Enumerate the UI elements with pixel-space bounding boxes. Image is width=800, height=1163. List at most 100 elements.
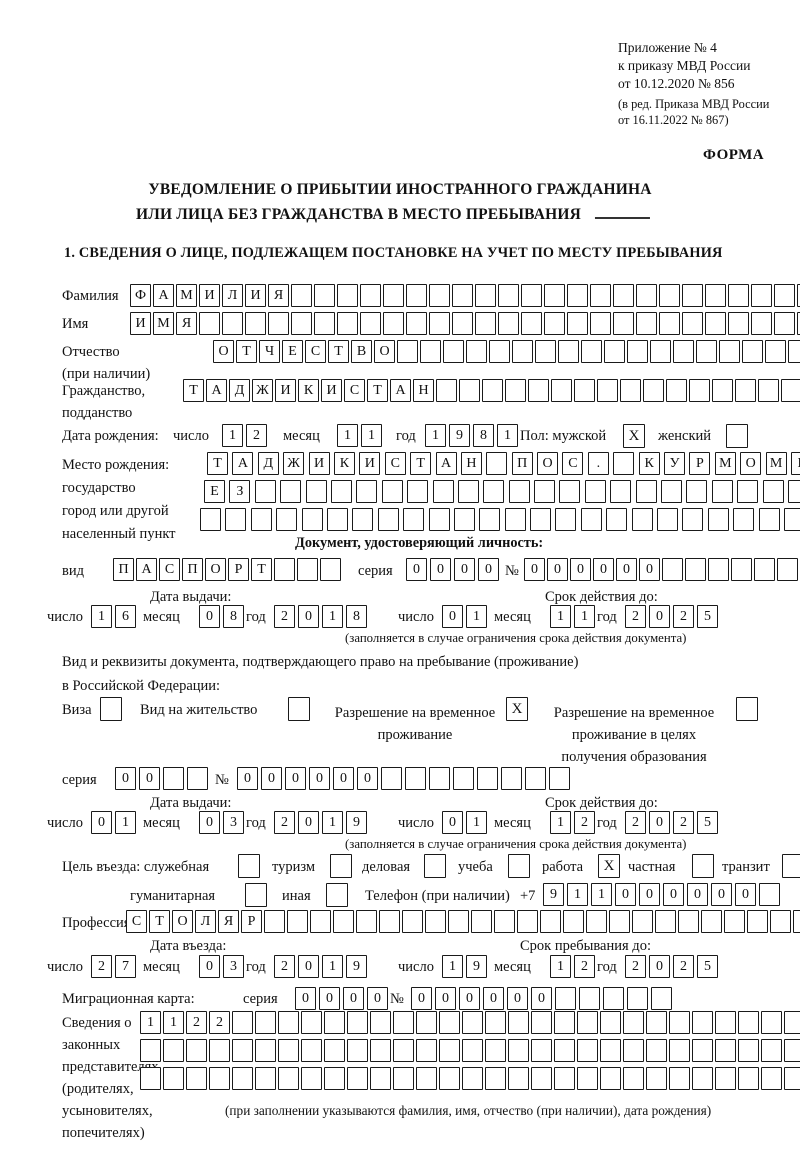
temp-residence-edu-checkbox[interactable] — [736, 697, 758, 721]
purpose-work-checkbox[interactable]: X — [598, 854, 620, 878]
char-box[interactable]: 0 — [367, 987, 388, 1010]
char-box[interactable] — [754, 558, 775, 581]
char-box[interactable] — [432, 480, 454, 503]
char-box[interactable]: 0 — [639, 558, 660, 581]
char-box[interactable]: М — [153, 312, 174, 335]
char-box[interactable] — [705, 284, 726, 307]
char-box[interactable] — [508, 1039, 529, 1062]
char-box[interactable] — [579, 987, 600, 1010]
char-box[interactable] — [554, 1039, 575, 1062]
char-box[interactable] — [600, 1067, 621, 1090]
char-box[interactable] — [504, 508, 526, 531]
char-box[interactable] — [264, 910, 285, 933]
char-box[interactable]: М — [765, 452, 787, 475]
char-box[interactable]: . — [587, 452, 609, 475]
char-box[interactable]: 0 — [91, 811, 112, 834]
char-box[interactable] — [761, 1067, 782, 1090]
char-box[interactable]: 0 — [199, 955, 220, 978]
char-box[interactable]: 5 — [697, 811, 718, 834]
sex-male-checkbox[interactable]: X — [623, 424, 645, 448]
char-box[interactable]: У — [664, 452, 686, 475]
char-box[interactable] — [471, 910, 492, 933]
char-box[interactable]: К — [333, 452, 355, 475]
char-box[interactable] — [200, 508, 221, 531]
char-box[interactable] — [659, 312, 680, 335]
char-box[interactable] — [678, 910, 699, 933]
char-box[interactable] — [163, 1067, 184, 1090]
char-box[interactable] — [301, 508, 323, 531]
char-box[interactable]: 1 — [591, 883, 612, 906]
char-box[interactable] — [793, 910, 800, 933]
char-box[interactable]: И — [245, 284, 266, 307]
char-box[interactable] — [784, 1039, 800, 1062]
char-box[interactable]: 1 — [163, 1011, 184, 1034]
char-box[interactable]: З — [229, 480, 251, 503]
char-box[interactable]: 0 — [261, 767, 282, 790]
char-box[interactable]: 0 — [237, 767, 258, 790]
char-box[interactable]: 1 — [550, 811, 571, 834]
char-box[interactable] — [600, 1011, 621, 1034]
char-box[interactable] — [508, 480, 530, 503]
char-box[interactable]: 0 — [507, 987, 528, 1010]
char-box[interactable]: 3 — [223, 955, 244, 978]
char-box[interactable]: Е — [204, 480, 225, 503]
char-box[interactable] — [479, 508, 501, 531]
char-box[interactable] — [324, 1011, 345, 1034]
char-box[interactable]: Р — [241, 910, 262, 933]
char-box[interactable] — [199, 312, 220, 335]
char-box[interactable] — [485, 1067, 506, 1090]
char-box[interactable]: Я — [176, 312, 197, 335]
char-box[interactable]: Т — [410, 452, 432, 475]
char-box[interactable] — [305, 480, 327, 503]
char-box[interactable]: Р — [228, 558, 249, 581]
char-box[interactable] — [613, 312, 634, 335]
char-box[interactable] — [711, 480, 733, 503]
char-box[interactable] — [314, 284, 335, 307]
char-box[interactable] — [758, 379, 779, 402]
char-box[interactable] — [477, 767, 498, 790]
char-box[interactable]: Т — [236, 340, 257, 363]
char-box[interactable]: К — [638, 452, 660, 475]
char-box[interactable] — [610, 480, 632, 503]
char-box[interactable]: 1 — [115, 811, 136, 834]
char-box[interactable]: 1 — [550, 605, 571, 628]
char-box[interactable]: 1 — [222, 424, 243, 447]
char-box[interactable] — [405, 767, 426, 790]
char-box[interactable] — [406, 284, 427, 307]
char-box[interactable] — [783, 508, 800, 531]
char-box[interactable] — [604, 340, 625, 363]
char-box[interactable]: 0 — [454, 558, 475, 581]
char-box[interactable] — [531, 1011, 552, 1034]
char-box[interactable] — [555, 508, 577, 531]
char-box[interactable]: 0 — [649, 811, 670, 834]
char-box[interactable] — [320, 558, 341, 581]
char-box[interactable]: 1 — [322, 811, 343, 834]
char-box[interactable]: 0 — [616, 558, 637, 581]
char-box[interactable] — [631, 508, 653, 531]
char-box[interactable] — [770, 910, 791, 933]
char-box[interactable] — [738, 1011, 759, 1034]
char-box[interactable] — [393, 1011, 414, 1034]
char-box[interactable] — [254, 480, 276, 503]
char-box[interactable] — [462, 1067, 483, 1090]
char-box[interactable]: 0 — [357, 767, 378, 790]
char-box[interactable] — [574, 379, 595, 402]
char-box[interactable] — [762, 480, 784, 503]
purpose-commercial-checkbox[interactable] — [424, 854, 446, 878]
char-box[interactable] — [326, 508, 348, 531]
char-box[interactable]: 0 — [298, 811, 319, 834]
char-box[interactable]: 0 — [298, 605, 319, 628]
char-box[interactable] — [735, 379, 756, 402]
char-box[interactable] — [360, 312, 381, 335]
char-box[interactable]: 0 — [333, 767, 354, 790]
char-box[interactable] — [245, 312, 266, 335]
char-box[interactable] — [558, 340, 579, 363]
char-box[interactable] — [209, 1039, 230, 1062]
char-box[interactable] — [462, 1039, 483, 1062]
char-box[interactable] — [751, 284, 772, 307]
